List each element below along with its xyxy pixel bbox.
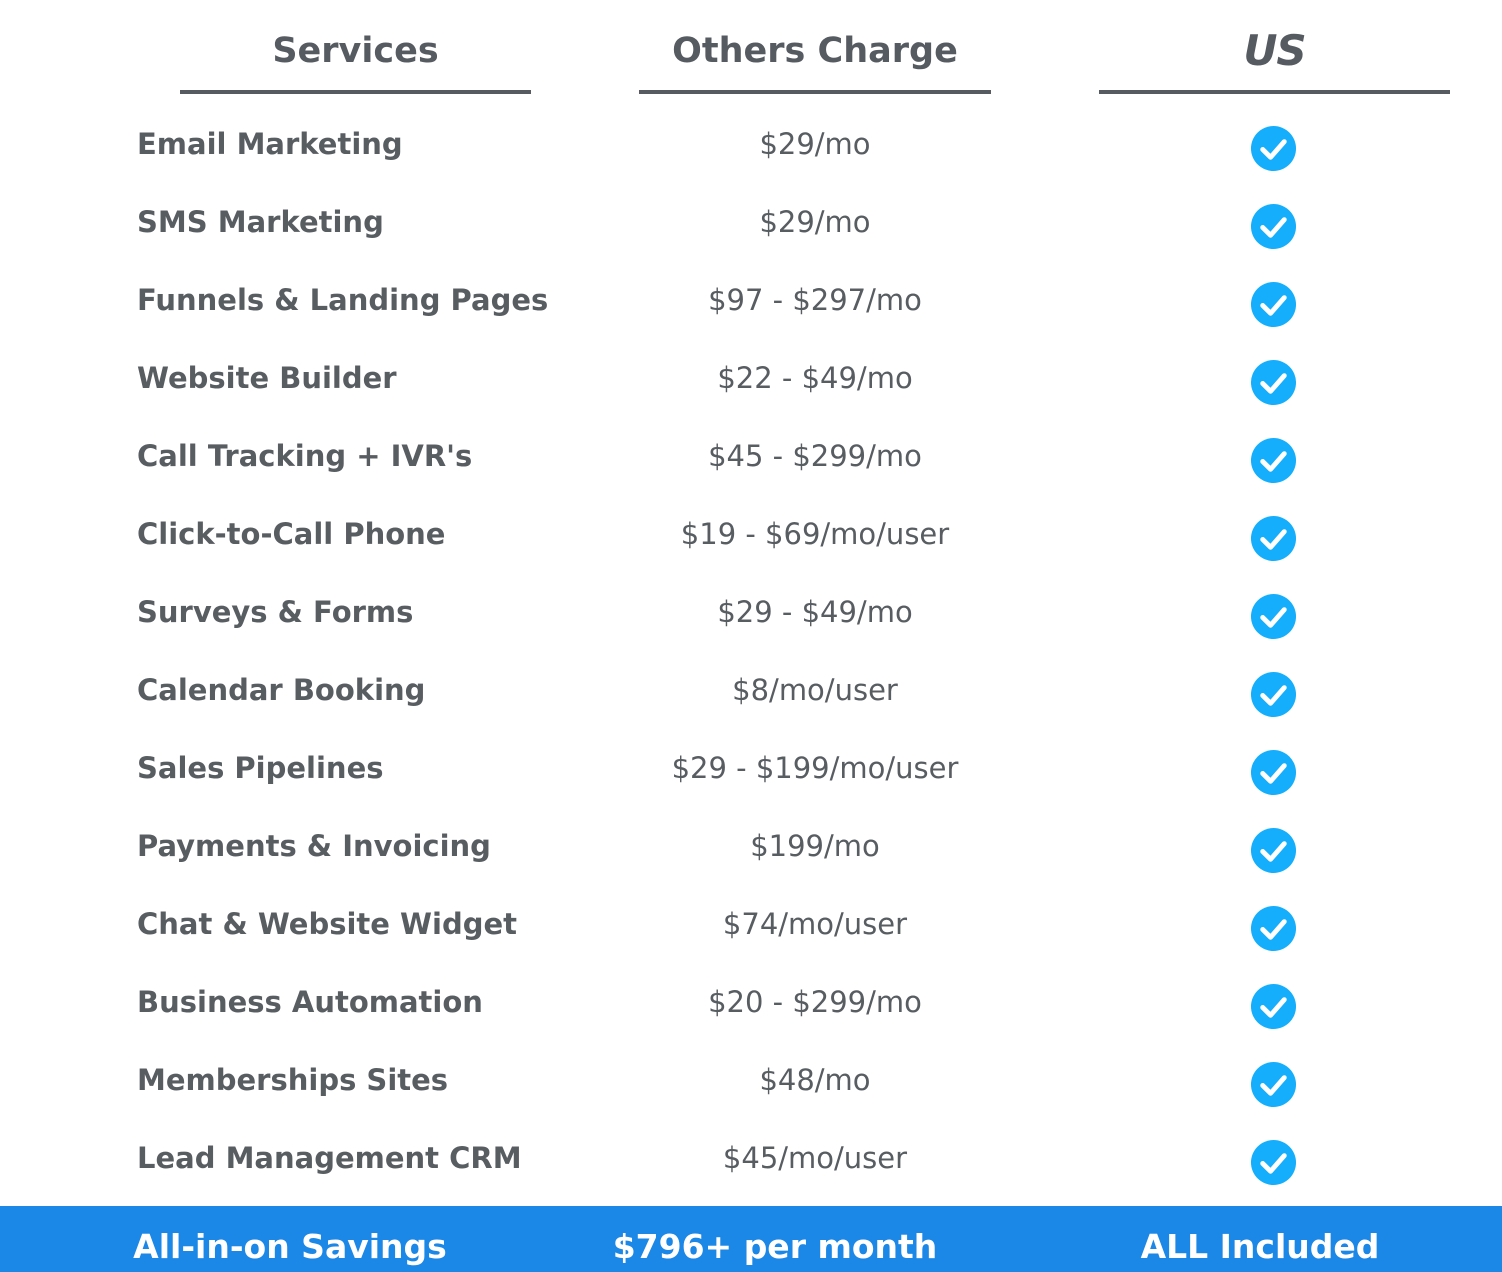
service-name: Sales Pipelines: [137, 751, 384, 785]
check-circle-icon: [1250, 905, 1297, 952]
service-name: Payments & Invoicing: [137, 829, 491, 863]
table-row: Email Marketing $29/mo: [0, 108, 1502, 186]
others-price: $45/mo/user: [722, 1141, 908, 1175]
header-us: US: [1243, 26, 1306, 75]
service-name: Call Tracking + IVR's: [137, 439, 473, 473]
check-circle-icon: [1250, 203, 1297, 250]
others-price: $19 - $69/mo/user: [680, 517, 950, 551]
others-price: $20 - $299/mo: [708, 985, 922, 1019]
service-name: Surveys & Forms: [137, 595, 414, 629]
header-divider-services: [180, 90, 531, 94]
service-name: Chat & Website Widget: [137, 907, 518, 941]
check-circle-icon: [1250, 593, 1297, 640]
check-circle-icon: [1250, 983, 1297, 1030]
header-others-charge: Others Charge: [672, 31, 958, 71]
others-price: $8/mo/user: [732, 673, 898, 707]
savings-footer: All-in-on Savings $796+ per month ALL In…: [0, 1206, 1502, 1272]
table-row: Chat & Website Widget $74/mo/user: [0, 888, 1502, 966]
table-row: Funnels & Landing Pages $97 - $297/mo: [0, 264, 1502, 342]
service-name: SMS Marketing: [137, 205, 384, 239]
table-header: Services Others Charge US: [0, 0, 1502, 100]
check-circle-icon: [1250, 125, 1297, 172]
others-price: $29/mo: [759, 205, 871, 239]
check-circle-icon: [1250, 359, 1297, 406]
service-name: Lead Management CRM: [137, 1141, 522, 1175]
table-row: Website Builder $22 - $49/mo: [0, 342, 1502, 420]
comparison-rows: Email Marketing $29/mo SMS Marketing $29/mo…: [0, 108, 1502, 1200]
table-row: Call Tracking + IVR's $45 - $299/mo: [0, 420, 1502, 498]
table-row: Business Automation $20 - $299/mo: [0, 966, 1502, 1044]
others-price: $29 - $49/mo: [717, 595, 913, 629]
service-name: Funnels & Landing Pages: [137, 283, 549, 317]
others-price: $29/mo: [759, 127, 871, 161]
others-price: $199/mo: [750, 829, 880, 863]
header-divider-us: [1099, 90, 1450, 94]
others-price: $45 - $299/mo: [708, 439, 922, 473]
header-divider-others: [639, 90, 991, 94]
service-name: Memberships Sites: [137, 1063, 449, 1097]
service-name: Click-to-Call Phone: [137, 517, 446, 551]
service-name: Business Automation: [137, 985, 483, 1019]
table-row: Surveys & Forms $29 - $49/mo: [0, 576, 1502, 654]
table-row: Payments & Invoicing $199/mo: [0, 810, 1502, 888]
table-row: Sales Pipelines $29 - $199/mo/user: [0, 732, 1502, 810]
table-row: SMS Marketing $29/mo: [0, 186, 1502, 264]
footer-us: ALL Included: [1140, 1227, 1380, 1266]
footer-label: All-in-on Savings: [133, 1227, 447, 1266]
table-row: Click-to-Call Phone $19 - $69/mo/user: [0, 498, 1502, 576]
check-circle-icon: [1250, 281, 1297, 328]
check-circle-icon: [1250, 1139, 1297, 1186]
footer-total: $796+ per month: [612, 1227, 938, 1266]
others-price: $29 - $199/mo/user: [671, 751, 959, 785]
check-circle-icon: [1250, 827, 1297, 874]
others-price: $48/mo: [759, 1063, 871, 1097]
service-name: Email Marketing: [137, 127, 403, 161]
check-circle-icon: [1250, 515, 1297, 562]
table-row: Memberships Sites $48/mo: [0, 1044, 1502, 1122]
check-circle-icon: [1250, 749, 1297, 796]
table-row: Lead Management CRM $45/mo/user: [0, 1122, 1502, 1200]
check-circle-icon: [1250, 1061, 1297, 1108]
table-row: Calendar Booking $8/mo/user: [0, 654, 1502, 732]
check-circle-icon: [1250, 437, 1297, 484]
others-price: $97 - $297/mo: [708, 283, 922, 317]
others-price: $74/mo/user: [722, 907, 908, 941]
check-circle-icon: [1250, 671, 1297, 718]
header-services: Services: [272, 31, 439, 71]
service-name: Calendar Booking: [137, 673, 426, 707]
service-name: Website Builder: [137, 361, 397, 395]
others-price: $22 - $49/mo: [717, 361, 913, 395]
